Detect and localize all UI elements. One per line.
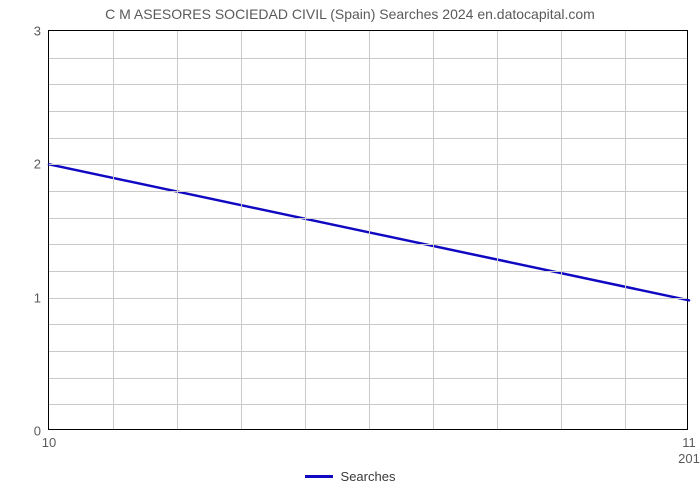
gridline-h-minor bbox=[49, 218, 687, 219]
gridline-h-minor bbox=[49, 404, 687, 405]
gridline-h-minor bbox=[49, 378, 687, 379]
gridline-h-minor bbox=[49, 138, 687, 139]
gridline-v-minor bbox=[561, 31, 562, 429]
gridline-h-minor bbox=[49, 111, 687, 112]
y-tick-label: 1 bbox=[34, 290, 49, 305]
gridline-h-minor bbox=[49, 244, 687, 245]
legend-swatch bbox=[305, 475, 333, 478]
gridline-v-minor bbox=[113, 31, 114, 429]
gridline-h-minor bbox=[49, 58, 687, 59]
legend: Searches bbox=[0, 466, 700, 484]
chart-title: C M ASESORES SOCIEDAD CIVIL (Spain) Sear… bbox=[0, 6, 700, 22]
plot-area: 01231011201 bbox=[48, 30, 688, 430]
gridline-h bbox=[49, 164, 687, 165]
gridline-v-minor bbox=[497, 31, 498, 429]
gridline-v-minor bbox=[177, 31, 178, 429]
gridline-h bbox=[49, 298, 687, 299]
legend-label: Searches bbox=[341, 469, 396, 484]
gridline-v-minor bbox=[305, 31, 306, 429]
legend-item-searches: Searches bbox=[305, 469, 396, 484]
gridline-h-minor bbox=[49, 324, 687, 325]
x-tick-label: 10 bbox=[42, 429, 56, 450]
gridline-h-minor bbox=[49, 191, 687, 192]
gridline-v-minor bbox=[369, 31, 370, 429]
gridline-h-minor bbox=[49, 271, 687, 272]
x-tick-secondary-label: 201 bbox=[678, 429, 700, 466]
gridline-v-minor bbox=[625, 31, 626, 429]
gridline-v-minor bbox=[241, 31, 242, 429]
gridline-v-minor bbox=[433, 31, 434, 429]
line-chart: C M ASESORES SOCIEDAD CIVIL (Spain) Sear… bbox=[0, 0, 700, 500]
gridline-h-minor bbox=[49, 84, 687, 85]
y-tick-label: 2 bbox=[34, 157, 49, 172]
gridline-h-minor bbox=[49, 351, 687, 352]
y-tick-label: 3 bbox=[34, 24, 49, 39]
